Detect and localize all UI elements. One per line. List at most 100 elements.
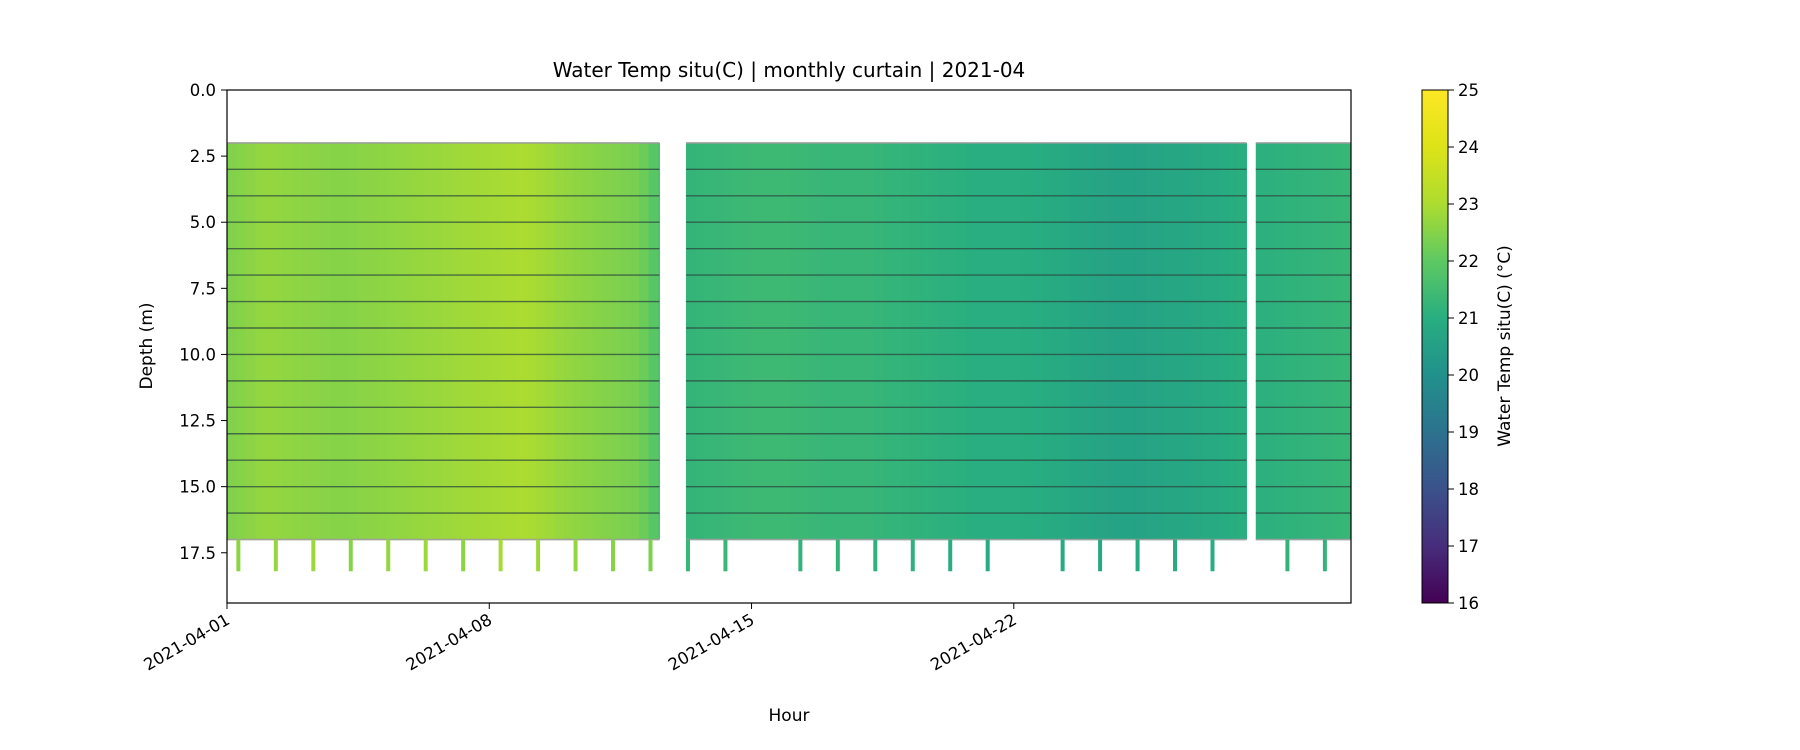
- deep-reading-mark: [423, 539, 428, 572]
- heatmap-cell: [1032, 142, 1043, 540]
- heatmap-cell: [723, 142, 734, 540]
- deep-reading-mark: [910, 539, 915, 572]
- x-tick-label: 2021-04-22: [927, 610, 1020, 674]
- heatmap-cell: [301, 142, 312, 540]
- deep-reading-mark: [798, 539, 803, 572]
- heatmap-cell: [1154, 142, 1165, 540]
- heatmap-cell: [966, 142, 977, 540]
- heatmap-cell: [404, 142, 415, 540]
- y-tick-label: 2.5: [190, 147, 216, 166]
- heatmap-cell: [1116, 142, 1127, 540]
- deep-reading-mark: [648, 539, 653, 572]
- deep-reading-mark: [1173, 539, 1178, 572]
- heatmap-cell: [657, 142, 661, 540]
- heatmap-cell: [1283, 142, 1294, 540]
- heatmap-cell: [536, 142, 547, 540]
- heatmap-cell: [920, 142, 931, 540]
- heatmap-cell: [479, 142, 490, 540]
- heatmap-cell: [236, 142, 247, 540]
- heatmap-cell: [1311, 142, 1322, 540]
- deep-reading-mark: [611, 539, 616, 572]
- heatmap-cell: [433, 142, 444, 540]
- heatmap-cell: [770, 142, 781, 540]
- heatmap-cell: [1330, 142, 1341, 540]
- heatmap-cell: [985, 142, 996, 540]
- heatmap-cell: [330, 142, 340, 540]
- heatmap-cell: [498, 142, 509, 540]
- heatmap-cell: [976, 142, 987, 540]
- heatmap-cell: [564, 142, 575, 540]
- colorbar-tick-label: 24: [1458, 138, 1479, 157]
- deep-reading-mark: [461, 539, 466, 572]
- heatmap-cell: [1144, 142, 1155, 540]
- heatmap-cell: [948, 142, 959, 540]
- y-axis-label: Depth (m): [137, 302, 157, 389]
- heatmap-cell: [573, 142, 584, 540]
- heatmap-cell: [910, 142, 921, 540]
- heatmap-cell: [751, 142, 762, 540]
- heatmap-cell: [1340, 142, 1351, 540]
- colorbar-tick-label: 20: [1458, 366, 1479, 385]
- heatmap-cell: [601, 142, 612, 540]
- heatmap-cell: [957, 142, 968, 540]
- colorbar-tick-label: 18: [1458, 480, 1479, 499]
- colorbar-tick-label: 23: [1458, 195, 1479, 214]
- heatmap-cell: [1255, 142, 1266, 540]
- heatmap-cell: [517, 142, 528, 540]
- heatmap-cell: [1163, 142, 1174, 540]
- deep-reading-mark: [1060, 539, 1065, 572]
- y-tick-label: 12.5: [179, 412, 216, 431]
- heatmap-cell: [1229, 142, 1240, 540]
- colorbar-tick-label: 17: [1458, 537, 1479, 556]
- heatmap-cell: [508, 142, 518, 540]
- heatmap-cell: [1349, 142, 1351, 540]
- heatmap-cell: [760, 142, 771, 540]
- heatmap-cell: [789, 142, 799, 540]
- colorbar: [1421, 89, 1449, 604]
- deep-reading-mark: [386, 539, 391, 572]
- heatmap-cell: [358, 142, 369, 540]
- deep-reading-mark: [873, 539, 878, 572]
- heatmap-cell: [995, 142, 1006, 540]
- heatmap-cell: [826, 142, 837, 540]
- heatmap-cell: [817, 142, 828, 540]
- deep-reading-mark: [1098, 539, 1103, 572]
- heatmap-cell: [1070, 142, 1080, 540]
- heatmap-cell: [1274, 142, 1285, 540]
- heatmap-cell: [1079, 142, 1090, 540]
- heatmap-cell: [1238, 142, 1248, 540]
- x-tick-label: 2021-04-08: [403, 610, 496, 674]
- deep-reading-mark: [685, 539, 690, 572]
- heatmap-cell: [311, 142, 322, 540]
- heatmap-cell: [714, 142, 725, 540]
- heatmap-cell: [386, 142, 397, 540]
- deep-reading-mark: [273, 539, 278, 572]
- heatmap-cell: [1191, 142, 1202, 540]
- heatmap-cell: [704, 142, 715, 540]
- heatmap-cell: [273, 142, 284, 540]
- heatmap-cell: [1173, 142, 1183, 540]
- heatmap-cells: [227, 142, 1351, 540]
- heatmap-cell: [442, 142, 453, 540]
- heatmap-cell: [779, 142, 790, 540]
- heatmap-cell: [1219, 142, 1230, 540]
- heatmap-cell: [1088, 142, 1099, 540]
- deep-reading-mark: [1135, 539, 1140, 572]
- heatmap-cell: [451, 142, 462, 540]
- heatmap-cell: [1265, 142, 1276, 540]
- heatmap-cell: [1041, 142, 1052, 540]
- deep-reading-mark: [1210, 539, 1215, 572]
- heatmap-cell: [1201, 142, 1212, 540]
- heatmap-cell: [461, 142, 472, 540]
- heatmap-cell: [414, 142, 425, 540]
- colorbar-tick-label: 21: [1458, 309, 1479, 328]
- deep-readings: [236, 539, 1327, 572]
- x-tick-label: 2021-04-01: [140, 610, 233, 674]
- heatmap-cell: [1013, 142, 1024, 540]
- heatmap-cell: [1060, 142, 1071, 540]
- heatmap-cell: [283, 142, 294, 540]
- heatmap-cell: [845, 142, 856, 540]
- heatmap-cell: [255, 142, 266, 540]
- heatmap-cell: [1135, 142, 1146, 540]
